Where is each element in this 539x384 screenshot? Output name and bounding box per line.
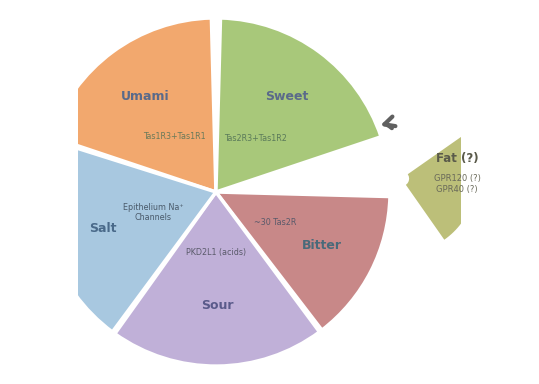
Text: GPR120 (?)
GPR40 (?): GPR120 (?) GPR40 (?)	[434, 174, 481, 194]
Text: PKD2L1 (acids): PKD2L1 (acids)	[186, 248, 246, 257]
Text: Fat (?): Fat (?)	[436, 152, 479, 166]
Text: ~30 Tas2R: ~30 Tas2R	[254, 217, 296, 227]
Wedge shape	[216, 18, 381, 192]
Text: Tas1R3+Tas1R1: Tas1R3+Tas1R1	[143, 132, 206, 141]
Text: Tas2R3+Tas1R2: Tas2R3+Tas1R2	[224, 134, 287, 143]
Text: Sweet: Sweet	[265, 90, 308, 103]
Wedge shape	[115, 192, 320, 366]
Text: Umami: Umami	[121, 90, 170, 103]
Text: Salt: Salt	[89, 222, 117, 235]
Polygon shape	[406, 136, 476, 240]
Wedge shape	[216, 192, 390, 330]
Text: Epithelium Na⁺
Channels: Epithelium Na⁺ Channels	[123, 203, 183, 222]
Text: Sour: Sour	[201, 299, 233, 312]
Wedge shape	[51, 18, 216, 192]
Wedge shape	[42, 140, 216, 332]
Text: Bitter: Bitter	[301, 239, 341, 252]
